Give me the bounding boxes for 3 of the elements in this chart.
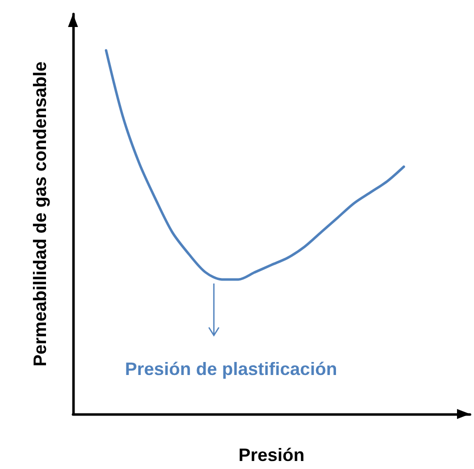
- annotation: Presión de plastificación: [125, 359, 338, 379]
- x-axis-title: Presión: [238, 445, 305, 465]
- y-axis-title: Permeabillidad de gas condensable: [30, 61, 50, 367]
